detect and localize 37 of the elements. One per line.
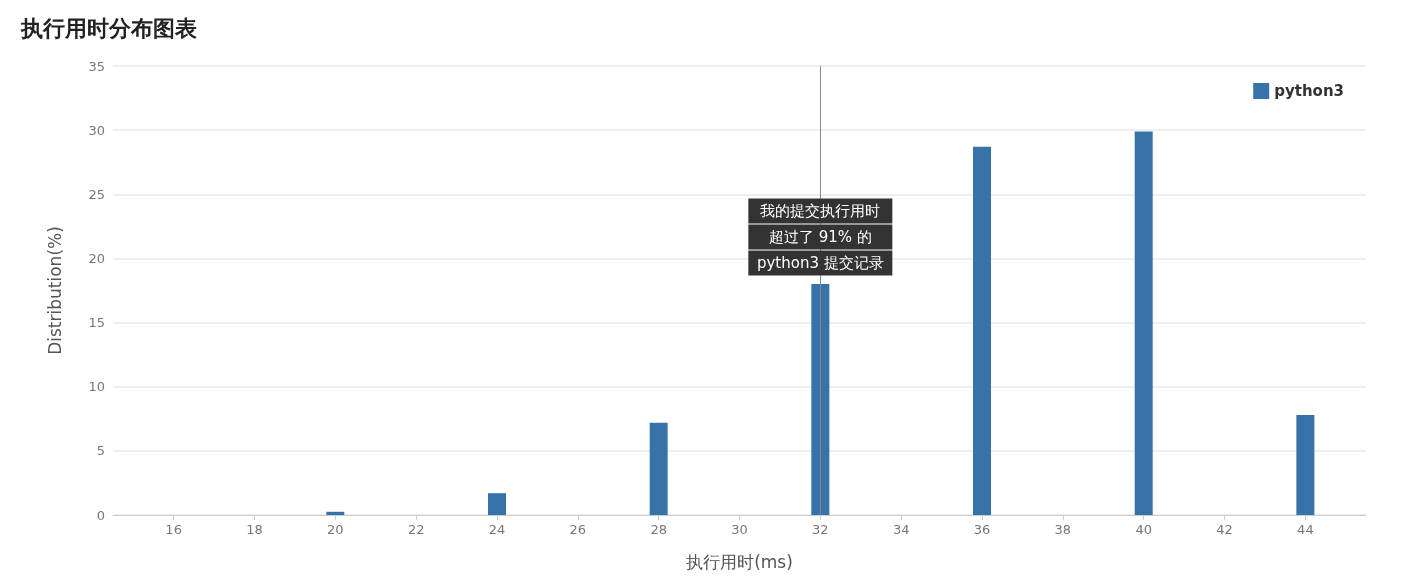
y-tick-label: 5 [96, 443, 105, 459]
annotation: 我的提交执行用时 [760, 202, 881, 220]
x-tick-label: 16 [165, 522, 182, 537]
x-tick-label: 38 [1054, 522, 1072, 537]
y-tick-label: 20 [88, 250, 105, 266]
x-tick-label: 26 [569, 522, 587, 537]
x-tick-label: 32 [812, 522, 829, 537]
x-tick-label: 22 [407, 522, 425, 537]
bar [1296, 414, 1315, 515]
bar [326, 511, 345, 515]
x-tick-label: 44 [1297, 522, 1314, 537]
bar [973, 146, 992, 515]
x-tick-label: 20 [327, 522, 344, 537]
bar [487, 493, 506, 515]
y-tick-label: 25 [88, 186, 105, 202]
annotation: python3 提交记录 [756, 254, 884, 272]
x-tick-label: 28 [650, 522, 667, 537]
x-tick-label: 42 [1216, 522, 1233, 537]
x-tick-label: 40 [1135, 522, 1152, 537]
y-tick-label: 30 [88, 122, 105, 138]
y-tick-label: 35 [88, 58, 105, 74]
y-tick-label: 15 [88, 315, 105, 331]
annotation: 超过了 91% 的 [768, 228, 872, 246]
y-tick-label: 10 [88, 379, 105, 395]
x-tick-label: 18 [246, 522, 263, 537]
x-tick-label: 24 [488, 522, 506, 537]
x-tick-label: 36 [973, 522, 991, 537]
x-tick-label: 30 [731, 522, 748, 537]
x-axis-title: 执行用时(ms) [686, 551, 793, 572]
x-tick-label: 34 [892, 522, 910, 537]
y-axis-title: Distribution(%) [44, 226, 65, 355]
bar [811, 284, 830, 515]
bar [1134, 131, 1153, 515]
chart-title: 执行用时分布图表 [20, 15, 197, 41]
legend-label: python3 [1274, 82, 1345, 100]
y-tick-label: 0 [96, 507, 105, 523]
bar [649, 422, 668, 515]
